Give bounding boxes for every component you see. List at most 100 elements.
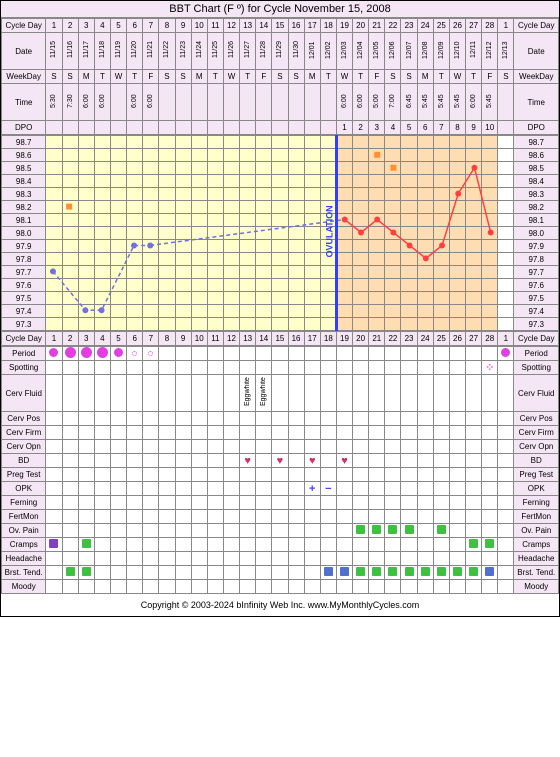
cervFirm-cell (240, 426, 256, 440)
cycleDay-cell: 22 (385, 332, 401, 346)
temp-cell (353, 227, 369, 240)
cervOpn-cell (353, 440, 369, 454)
cervFluid-cell (143, 375, 159, 412)
fertMon-cell (336, 510, 352, 524)
brstTend-cell (62, 566, 78, 580)
temp-cell (223, 175, 239, 188)
fertMon-label: FertMon (2, 510, 46, 524)
weekday-cell: T (433, 70, 449, 84)
bd-cell (207, 454, 223, 468)
headache-cell (127, 552, 143, 566)
dpo-cell (143, 121, 159, 135)
ferning-cell (417, 496, 433, 510)
row-weekday: WeekDaySSMTWTFSSMTWTFSSMTWTFSSMTWTFSWeek… (2, 70, 559, 84)
pregTest-cell (417, 468, 433, 482)
cervPos-cell (143, 412, 159, 426)
temp-cell (433, 227, 449, 240)
brstTend-cell (46, 566, 62, 580)
pregTest-cell (304, 468, 320, 482)
headache-cell (240, 552, 256, 566)
weekday-cell: T (207, 70, 223, 84)
headache-cell (482, 552, 498, 566)
cervPos-cell (223, 412, 239, 426)
ovPain-cell (272, 524, 288, 538)
cervOpn-cell (320, 440, 336, 454)
cycleDay-cell: 4 (94, 19, 110, 33)
weekday-cell: T (127, 70, 143, 84)
cramps-cell (159, 538, 175, 552)
ovPain-cell (191, 524, 207, 538)
period-cell (385, 347, 401, 361)
temp-cell (223, 253, 239, 266)
cervFluid-cell: Eggwhite (256, 375, 272, 412)
temp-cell (143, 149, 159, 162)
temp-cell (159, 149, 175, 162)
opk-cell (62, 482, 78, 496)
cycleDay-cell: 21 (369, 19, 385, 33)
temp-cell (159, 292, 175, 305)
cervOpn-cell (62, 440, 78, 454)
pregTest-cell (94, 468, 110, 482)
period-cell (175, 347, 191, 361)
temp-cell (175, 318, 191, 331)
spotting-cell (46, 361, 62, 375)
temp-cell (482, 266, 498, 279)
headache-cell (94, 552, 110, 566)
temp-cell (175, 292, 191, 305)
cycleDay-cell: 16 (288, 19, 304, 33)
fertMon-cell (78, 510, 94, 524)
ovPain-cell (449, 524, 465, 538)
temp-cell (449, 305, 465, 318)
ovPain-cell (320, 524, 336, 538)
weekday-cell: S (272, 70, 288, 84)
temp-cell (175, 162, 191, 175)
date-cell: 12/09 (433, 33, 449, 70)
ovPain-cell (159, 524, 175, 538)
temp-cell (46, 149, 62, 162)
spotting-cell (288, 361, 304, 375)
temp-cell (159, 162, 175, 175)
temp-cell (272, 305, 288, 318)
temp-cell (223, 240, 239, 253)
time-cell (256, 84, 272, 121)
time-cell: 5:00 (369, 84, 385, 121)
spotting-cell (466, 361, 482, 375)
footer-headers: Cycle Day1234567891011121314151617181920… (1, 331, 559, 346)
fertMon-cell (320, 510, 336, 524)
temp-cell (336, 292, 352, 305)
cycleDay-cell: 3 (78, 332, 94, 346)
cervOpn-cell (288, 440, 304, 454)
temp-cell (207, 214, 223, 227)
temp-cell (191, 136, 207, 149)
opk-cell (46, 482, 62, 496)
temp-cell (191, 266, 207, 279)
temp-cell (433, 240, 449, 253)
temp-cell (110, 162, 126, 175)
cervFirm-cell (94, 426, 110, 440)
dpo-cell (175, 121, 191, 135)
cervFluid-cell (288, 375, 304, 412)
period-cell (127, 347, 143, 361)
cycleDay-cell: 20 (353, 332, 369, 346)
cervFirm-cell (401, 426, 417, 440)
cervPos-cell (401, 412, 417, 426)
fertMon-cell (207, 510, 223, 524)
period-cell (94, 347, 110, 361)
temp-cell (353, 253, 369, 266)
bd-label: BD (2, 454, 46, 468)
temp-cell (417, 227, 433, 240)
time-cell: 6:45 (401, 84, 417, 121)
temp-cell (336, 318, 352, 331)
pregTest-cell (159, 468, 175, 482)
cervOpn-cell (110, 440, 126, 454)
cervFluid-label-r: Cerv Fluid (514, 375, 559, 412)
headache-cell (433, 552, 449, 566)
ferning-cell (466, 496, 482, 510)
temp-cell (353, 279, 369, 292)
time-cell: 6:00 (466, 84, 482, 121)
date-cell: 11/19 (110, 33, 126, 70)
temp-cell (320, 188, 336, 201)
period-cell (417, 347, 433, 361)
cycleDay-cell: 8 (159, 19, 175, 33)
temp-cell (143, 305, 159, 318)
